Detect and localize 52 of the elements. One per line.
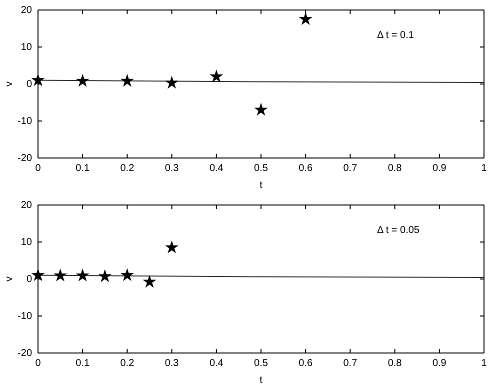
- y-tick-label: -10: [18, 311, 32, 322]
- y-tick-label: -10: [18, 116, 32, 128]
- point: [122, 270, 133, 280]
- point: [210, 70, 222, 82]
- x-tick-label: 0.1: [76, 163, 90, 174]
- x-tick-label: 0.7: [343, 163, 358, 174]
- y-tick-label: 20: [20, 5, 32, 16]
- x-tick-label: 0.9: [432, 358, 447, 370]
- y-tick-label: -20: [18, 348, 32, 360]
- x-tick-label: 0.9: [432, 163, 447, 174]
- x-tick-label: 0.3: [164, 358, 180, 370]
- x-tick-label: 1: [481, 358, 488, 370]
- x-tick-label: 0.4: [209, 163, 224, 174]
- x-tick-label: 0.5: [254, 163, 268, 174]
- y-tick-label: 20: [20, 200, 32, 212]
- x-tick-label: 0.1: [76, 358, 90, 370]
- annotation: Δ t = 0.05: [376, 225, 420, 236]
- y-tick-label: 0: [26, 274, 32, 286]
- point: [32, 74, 44, 86]
- point: [32, 270, 44, 280]
- point: [122, 75, 133, 86]
- point: [255, 104, 267, 115]
- point: [77, 75, 88, 86]
- x-tick-label: 0.4: [209, 358, 224, 370]
- point: [99, 270, 110, 282]
- y-tick-label: 10: [20, 237, 32, 248]
- point: [166, 242, 178, 252]
- x-tick-label: 0.2: [120, 163, 135, 174]
- y-axis-title: v: [4, 82, 15, 86]
- point: [144, 276, 156, 287]
- point: [300, 13, 312, 24]
- x-axis-title: t: [260, 375, 263, 386]
- y-tick-label: 0: [26, 79, 32, 90]
- y-axis-title: v: [4, 276, 15, 282]
- x-tick-label: 0.3: [164, 163, 180, 174]
- point: [54, 270, 66, 280]
- point: [77, 270, 88, 280]
- x-tick-label: 0.6: [298, 358, 313, 370]
- x-tick-label: 0.6: [298, 163, 313, 174]
- x-tick-label: 0.8: [388, 163, 402, 174]
- point: [166, 77, 178, 88]
- x-tick-label: 0.5: [254, 358, 268, 370]
- x-tick-label: 0.8: [388, 358, 402, 370]
- y-tick-label: -20: [18, 153, 32, 164]
- x-tick-label: 0.2: [120, 358, 135, 370]
- y-tick-label: 10: [20, 42, 32, 54]
- x-axis-title: t: [260, 180, 263, 191]
- x-tick-label: 0.7: [343, 358, 358, 370]
- annotation: Δ t = 0.1: [376, 30, 414, 41]
- x-tick-label: 0: [35, 358, 42, 370]
- x-tick-label: 0: [35, 163, 42, 174]
- x-tick-label: 1: [481, 163, 488, 174]
